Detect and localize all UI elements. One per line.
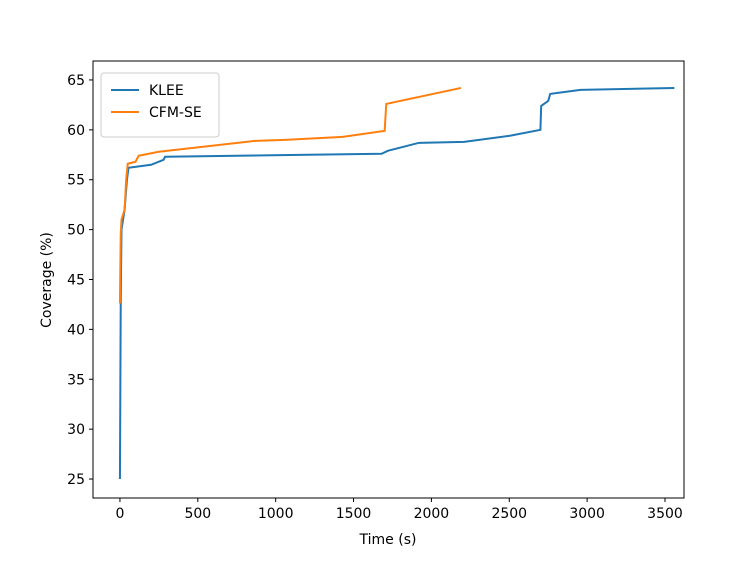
y-tick-label: 30 — [67, 422, 85, 438]
x-tick-label: 2000 — [414, 506, 450, 522]
series-line — [118, 86, 462, 304]
y-tick-label: 35 — [67, 372, 85, 388]
plot-frame — [92, 60, 685, 499]
legend-label: KLEE — [149, 83, 184, 99]
x-tick-label: 1000 — [258, 506, 294, 522]
y-axis-label: Coverage (%) — [39, 232, 55, 328]
legend-label: CFM-SE — [149, 105, 202, 121]
x-tick-label: 1500 — [336, 506, 372, 522]
x-tick-label: 0 — [115, 506, 124, 522]
x-tick-label: 500 — [184, 506, 211, 522]
y-tick-label: 60 — [67, 123, 85, 139]
x-tick-label: 3000 — [569, 506, 605, 522]
x-tick-label: 2500 — [491, 506, 527, 522]
y-tick-label: 65 — [67, 73, 85, 89]
y-tick-label: 25 — [67, 472, 85, 488]
y-tick-label: 40 — [67, 322, 85, 338]
y-tick-label: 50 — [67, 223, 85, 239]
y-tick-label: 45 — [67, 273, 85, 289]
y-tick-label: 55 — [67, 173, 85, 189]
x-axis-label: Time (s) — [359, 532, 417, 548]
x-tick-label: 3500 — [647, 506, 683, 522]
